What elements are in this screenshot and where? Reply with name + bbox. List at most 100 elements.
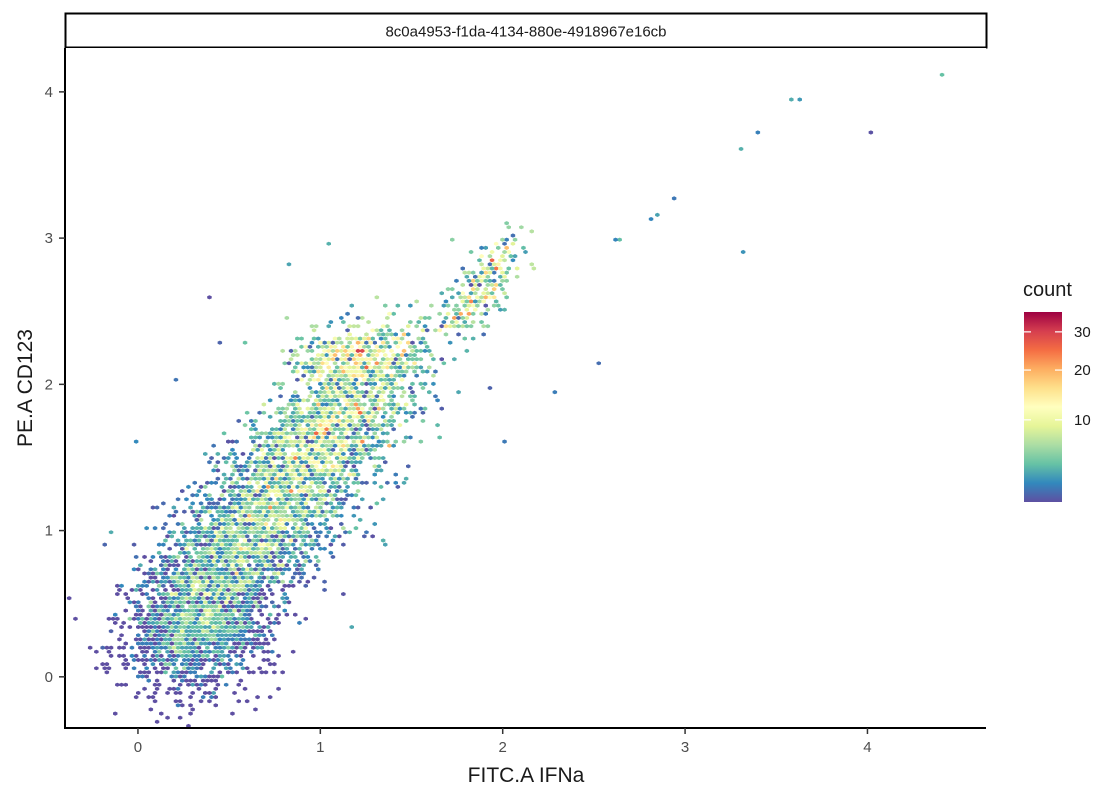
hex-cell-116 [200, 571, 206, 576]
hex-cell-813 [293, 612, 298, 617]
hex-cell-1233 [253, 567, 258, 572]
hex-cell-13 [190, 616, 195, 621]
hex-cell-356 [150, 596, 156, 601]
hex-cell-2125 [332, 377, 338, 382]
hex-cell-1118 [282, 592, 287, 597]
hex-cell-2284 [393, 439, 398, 444]
hex-cell-1286 [182, 559, 187, 564]
hex-cell-2470 [337, 369, 342, 374]
hex-cell-466 [136, 608, 141, 613]
hex-cell-1697 [334, 489, 340, 494]
hex-cell-2566 [370, 328, 375, 333]
hex-cell-1326 [180, 571, 185, 576]
hex-cell-307 [217, 579, 223, 584]
hex-cell-1351 [311, 468, 317, 473]
hex-cell-1875 [328, 410, 334, 415]
hex-cell-1447 [280, 489, 285, 494]
hex-cell-549 [159, 604, 164, 609]
hex-cell-896 [297, 505, 302, 510]
hex-cell-907 [280, 546, 285, 551]
hex-cell-151 [165, 657, 170, 663]
hex-cell-1976 [339, 456, 344, 461]
hex-cell-262 [152, 682, 158, 687]
hex-cell-1023 [175, 521, 181, 527]
hex-cell-2280 [353, 427, 359, 432]
hex-cell-2668 [500, 270, 505, 275]
hex-cell-1964 [305, 464, 311, 469]
hex-cell-1636 [297, 513, 302, 518]
hex-cell-2789 [133, 439, 139, 444]
hex-cell-2515 [376, 365, 382, 370]
hex-cell-2198 [353, 361, 359, 366]
hex-cell-1768 [360, 447, 365, 452]
hex-cell-1662 [282, 435, 287, 440]
hex-cell-1749 [322, 521, 327, 527]
hex-cell-345 [249, 641, 254, 646]
hex-cell-2657 [512, 237, 518, 242]
hex-cell-1946 [362, 410, 367, 415]
hex-cell-567 [219, 600, 225, 605]
hex-cell-691 [234, 587, 239, 592]
hex-cell-294 [251, 670, 256, 675]
hex-cell-392 [219, 633, 225, 638]
hex-cell-2787 [173, 377, 179, 382]
hex-cell-1567 [226, 521, 231, 527]
hex-cell-2375 [299, 460, 304, 465]
hex-cell-2006 [353, 402, 359, 407]
hex-cell-192 [209, 670, 214, 675]
hex-cell-1339 [184, 530, 189, 535]
hex-cell-633 [196, 645, 202, 650]
hex-cell-2341 [278, 394, 283, 399]
hex-cell-1191 [221, 563, 227, 568]
hex-cell-2307 [374, 402, 380, 407]
hex-cell-2118 [351, 357, 357, 362]
hex-cell-2044 [376, 456, 382, 461]
hex-cell-605 [207, 674, 212, 679]
hex-cell-297 [188, 711, 193, 716]
hex-cell-725 [154, 719, 160, 724]
hex-cell-745 [175, 596, 181, 601]
hex-cell-25 [259, 596, 264, 601]
hex-cell-1346 [203, 534, 208, 539]
hex-cell-2004 [374, 369, 380, 374]
hex-cell-2311 [374, 344, 380, 349]
hex-cell-1566 [316, 484, 321, 489]
hex-cell-1876 [219, 484, 225, 489]
hex-cell-634 [251, 629, 256, 634]
hex-cell-2019 [374, 353, 380, 358]
hex-cell-1696 [324, 493, 329, 498]
hex-cell-1316 [219, 567, 225, 572]
hex-cell-2412 [406, 324, 411, 329]
hex-cell-1077 [301, 538, 306, 543]
hex-cell-2637 [504, 295, 509, 300]
hex-cell-1126 [255, 554, 260, 559]
hex-cell-2166 [316, 427, 321, 432]
hex-cell-2568 [288, 348, 294, 353]
hex-cell-1903 [309, 464, 315, 469]
hex-cell-2204 [318, 373, 323, 378]
hex-cell-1948 [334, 439, 340, 444]
hex-cell-1509 [309, 472, 315, 477]
hex-cell-1367 [288, 497, 294, 502]
hex-cell-478 [196, 579, 202, 584]
hex-cell-960 [276, 554, 281, 559]
hex-cell-411 [175, 670, 181, 675]
hex-cell-1583 [232, 460, 237, 465]
hex-cell-382 [261, 625, 267, 630]
hex-cell-2772 [797, 97, 802, 102]
hex-cell-1573 [316, 443, 321, 448]
hex-cell-921 [267, 505, 273, 510]
hex-cell-2047 [339, 381, 344, 386]
hex-cell-2244 [257, 435, 262, 440]
hex-cell-346 [104, 670, 110, 675]
hex-cell-322 [154, 637, 160, 642]
hex-cell-1543 [372, 464, 377, 469]
hex-cell-2455 [353, 377, 359, 382]
hex-cell-1529 [257, 460, 262, 465]
hex-cell-1971 [257, 468, 262, 473]
hex-cell-1929 [228, 509, 233, 514]
hex-cell-2049 [355, 365, 361, 370]
hex-cell-1870 [399, 377, 405, 382]
hex-cell-136 [175, 645, 181, 650]
hex-cell-2289 [295, 435, 300, 440]
